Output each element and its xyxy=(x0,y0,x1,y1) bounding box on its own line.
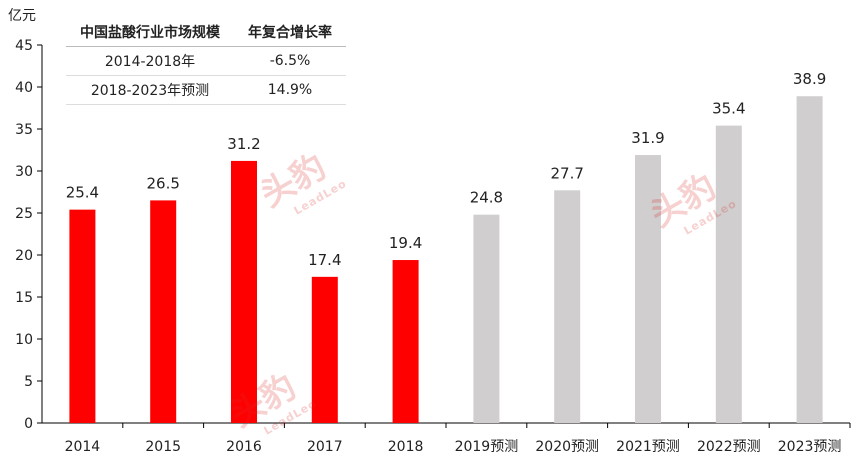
x-tick-label: 2022预测 xyxy=(697,439,761,455)
bar-value-label: 19.4 xyxy=(389,234,422,252)
y-tick-label: 30 xyxy=(15,164,33,180)
x-tick-label: 2020预测 xyxy=(535,439,599,455)
bar-forecast xyxy=(554,190,581,423)
x-tick-label: 2015 xyxy=(145,439,181,455)
x-tick-label: 2019预测 xyxy=(455,439,519,455)
bar-value-label: 25.4 xyxy=(66,184,99,202)
x-axis-ticks: 2014 2015 2016 2017 2018 2019预测 2020预测 2021预测 20… xyxy=(65,423,851,455)
bar-forecast xyxy=(473,214,500,423)
y-tick-label: 20 xyxy=(15,248,33,264)
cagr-table: 中国盐酸行业市场规模 年复合增长率 2014-2018年 -6.5% 2018-… xyxy=(66,18,346,105)
y-tick-label: 5 xyxy=(24,374,33,390)
y-tick-label: 10 xyxy=(15,332,33,348)
x-tick-label: 2021预测 xyxy=(616,439,680,455)
y-tick-label: 25 xyxy=(15,206,33,222)
bar-value-label: 35.4 xyxy=(712,100,745,118)
cagr-rate: 14.9% xyxy=(234,75,346,105)
bar-actual xyxy=(392,260,419,423)
y-tick-label: 35 xyxy=(15,122,33,138)
bar-actual xyxy=(231,160,257,424)
bar-value-label: 31.2 xyxy=(227,135,260,153)
bars: 25.4 26.5 31.2 17.4 19.4 24.8 27.7 31.9 35.4 38.9 xyxy=(66,70,826,424)
bar-value-label: 17.4 xyxy=(308,251,341,269)
x-tick-label: 2016 xyxy=(226,439,262,455)
y-tick-label: 40 xyxy=(15,80,33,96)
cagr-table-header-row: 中国盐酸行业市场规模 年复合增长率 xyxy=(66,18,346,47)
bar-forecast xyxy=(715,125,742,423)
y-axis-unit-label: 亿元 xyxy=(8,8,36,24)
bar-forecast xyxy=(796,96,823,424)
x-tick-label: 2014 xyxy=(65,439,101,455)
bar-forecast xyxy=(635,155,661,424)
bar-value-label: 27.7 xyxy=(550,164,583,182)
cagr-table-row: 2018-2023年预测 14.9% xyxy=(66,75,346,105)
bar-actual xyxy=(311,276,338,423)
cagr-rate: -6.5% xyxy=(234,46,346,76)
bar-value-label: 24.8 xyxy=(470,189,503,207)
cagr-period: 2018-2023年预测 xyxy=(66,75,234,105)
cagr-table-row: 2014-2018年 -6.5% xyxy=(66,46,346,76)
x-tick-label: 2017 xyxy=(307,439,343,455)
bar-actual xyxy=(150,200,177,423)
bar-value-label: 26.5 xyxy=(146,174,179,192)
x-tick-label: 2018 xyxy=(388,439,424,455)
y-tick-label: 45 xyxy=(15,38,33,54)
cagr-period: 2014-2018年 xyxy=(66,46,234,76)
y-tick-label: 15 xyxy=(15,290,33,306)
bar-value-label: 31.9 xyxy=(631,129,664,147)
cagr-table-header: 年复合增长率 xyxy=(234,18,346,47)
y-axis-ticks: 0 5 10 15 20 25 30 35 40 45 xyxy=(15,38,42,432)
x-tick-label: 2023预测 xyxy=(778,439,842,455)
bar-actual xyxy=(69,209,96,423)
y-tick-label: 0 xyxy=(24,416,33,432)
bar-value-label: 38.9 xyxy=(793,70,826,88)
cagr-table-header: 中国盐酸行业市场规模 xyxy=(66,18,234,47)
